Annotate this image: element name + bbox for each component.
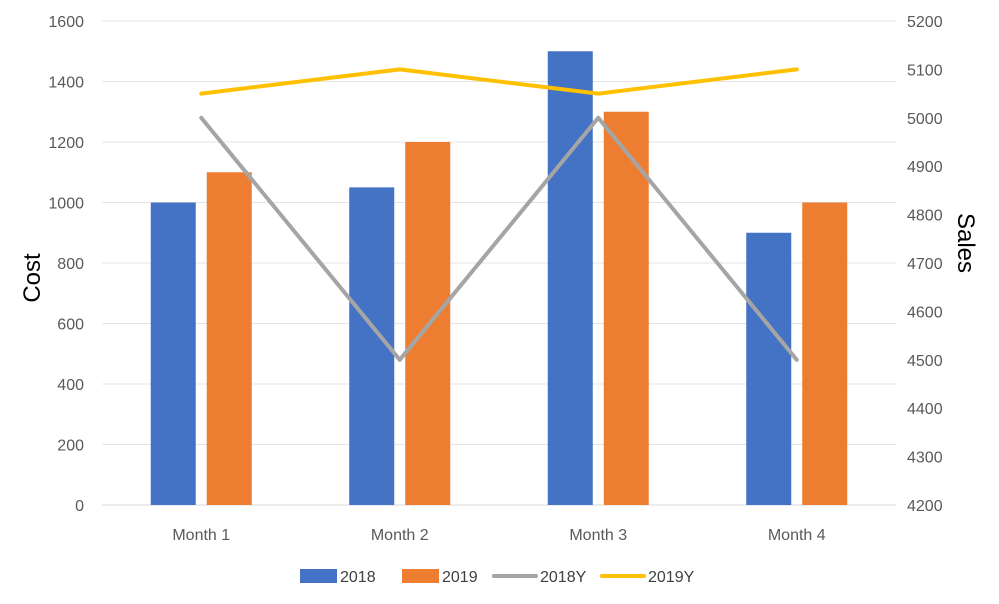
- right-axis-ticks: 4200 4300 4400 4500 4600 4700 4800 4900 5000 5100…: [907, 14, 943, 515]
- line-2018Y: [199, 115, 799, 362]
- y2-tick-label: 4700: [907, 256, 943, 273]
- y2-tick-label: 4600: [907, 304, 943, 321]
- y2-tick-label: 4900: [907, 159, 943, 176]
- legend-swatch-2019: [402, 569, 439, 583]
- legend-label-2019: 2019: [442, 569, 478, 586]
- bar-2019-4: [802, 202, 848, 505]
- y-axis-title: Cost: [19, 253, 46, 303]
- y2-tick-label: 5000: [907, 111, 943, 128]
- line-2019Y: [199, 67, 799, 96]
- y2-tick-label: 4300: [907, 450, 943, 467]
- y2-tick-label: 5200: [907, 14, 943, 31]
- bar-2019-3: [603, 111, 649, 505]
- bar-series: [150, 51, 848, 505]
- left-axis-ticks: 0 200 400 600 800 1000 1200 1400 1600: [48, 14, 84, 515]
- y-tick-label: 1600: [48, 14, 84, 31]
- legend-label-2018Y: 2018Y: [540, 569, 587, 586]
- legend-swatch-2018: [300, 569, 337, 583]
- y-tick-label: 400: [57, 377, 84, 394]
- bar-2018-3: [547, 51, 593, 505]
- y-tick-label: 1000: [48, 196, 84, 213]
- legend-label-2018: 2018: [340, 569, 376, 586]
- x-tick-label: Month 4: [768, 527, 826, 544]
- y-tick-label: 600: [57, 317, 84, 334]
- y2-tick-label: 4200: [907, 498, 943, 515]
- legend: 2018 2019 2018Y 2019Y: [300, 569, 695, 586]
- y-tick-label: 1400: [48, 75, 84, 92]
- y-tick-label: 200: [57, 438, 84, 455]
- y-tick-label: 1200: [48, 135, 84, 152]
- x-tick-label: Month 1: [172, 527, 230, 544]
- y2-tick-label: 4800: [907, 208, 943, 225]
- line-series: [199, 67, 799, 362]
- x-tick-label: Month 2: [371, 527, 429, 544]
- bar-2018-1: [150, 202, 196, 505]
- category-axis-labels: Month 1 Month 2 Month 3 Month 4: [172, 527, 825, 544]
- y2-tick-label: 4400: [907, 401, 943, 418]
- y-tick-label: 0: [75, 498, 84, 515]
- bar-2018-4: [746, 232, 792, 505]
- x-tick-label: Month 3: [569, 527, 627, 544]
- y2-axis-title: Sales: [952, 213, 979, 273]
- bar-2019-1: [206, 172, 252, 505]
- y2-tick-label: 5100: [907, 62, 943, 79]
- y-tick-label: 800: [57, 256, 84, 273]
- y2-tick-label: 4500: [907, 353, 943, 370]
- legend-label-2019Y: 2019Y: [648, 569, 695, 586]
